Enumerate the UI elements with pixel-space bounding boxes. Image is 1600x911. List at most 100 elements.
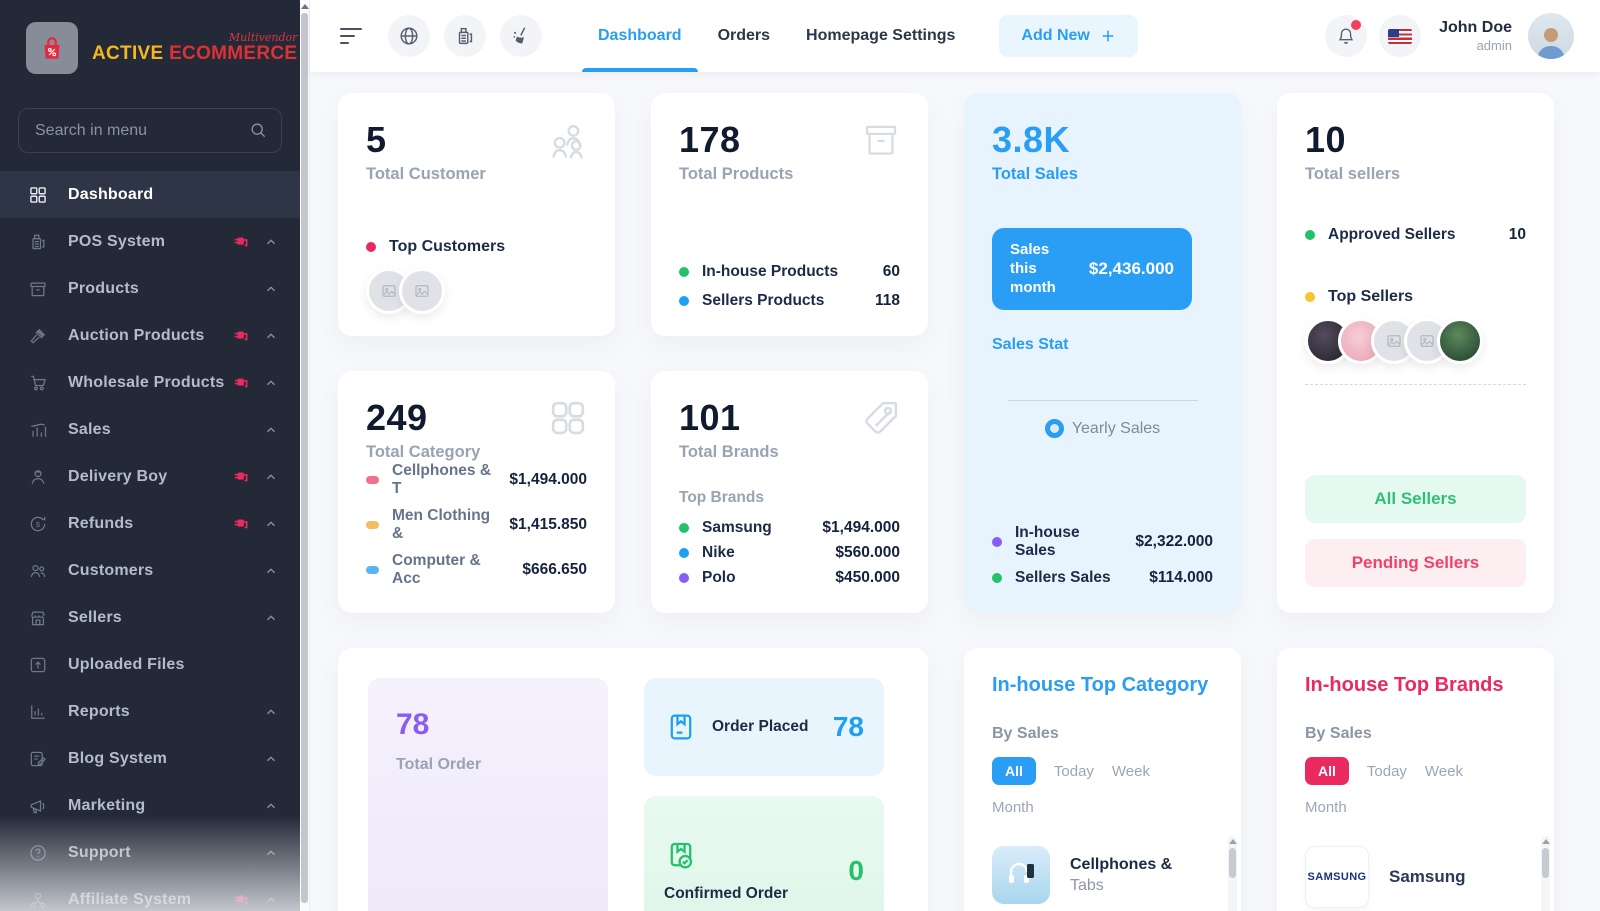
language-button[interactable] <box>1379 15 1422 57</box>
chevron-up-icon <box>264 564 278 578</box>
sidebar-item-products[interactable]: Products <box>0 265 300 312</box>
sidebar-item-refunds[interactable]: $ Refunds <box>0 500 300 547</box>
chevron-up-icon <box>264 282 278 296</box>
pos-button[interactable] <box>444 15 486 57</box>
top-sellers-label: Top Sellers <box>1328 288 1414 305</box>
sidebar-item-affiliate-system[interactable]: Affiliate System <box>0 876 300 911</box>
top-category-item[interactable]: Cellphones & Tabs <box>992 846 1213 904</box>
filter-today[interactable]: Today <box>1053 762 1094 780</box>
tab-orders[interactable]: Orders <box>717 27 771 44</box>
total-products-card: 178 Total Products In-house Products 60 … <box>651 93 928 336</box>
scrollbar-thumb[interactable] <box>1542 848 1549 878</box>
brand[interactable]: Multivendor ACTIVE ECOMMERCE <box>0 0 300 98</box>
top-customers-avatars <box>366 268 587 314</box>
sidebar-item-auction-products[interactable]: Auction Products <box>0 312 300 359</box>
sidebar-item-wholesale-products[interactable]: Wholesale Products <box>0 359 300 406</box>
sidebar-item-sellers[interactable]: Sellers <box>0 594 300 641</box>
sales-stat-link[interactable]: Sales Stat <box>992 336 1069 354</box>
chevron-up-icon <box>264 752 278 766</box>
confirmed-order-tile[interactable]: Confirmed Order 0 <box>644 796 884 911</box>
scroll-up-arrow[interactable] <box>1228 839 1237 844</box>
user-avatar[interactable] <box>1528 13 1574 59</box>
list-scrollbar[interactable] <box>1541 836 1550 911</box>
top-brands-title: In-house Top Brands <box>1305 674 1504 696</box>
customer-avatar-placeholder[interactable] <box>399 268 445 314</box>
filter-all[interactable]: All <box>1305 757 1349 785</box>
addon-plug-icon <box>232 890 252 910</box>
visit-site-button[interactable] <box>388 15 430 57</box>
user-meta: John Doe admin <box>1439 18 1512 54</box>
upload-icon <box>28 654 50 676</box>
search-icon <box>248 120 268 140</box>
filter-all[interactable]: All <box>992 757 1036 785</box>
filter-week[interactable]: Week <box>1111 762 1150 780</box>
megaphone-icon <box>28 795 50 817</box>
addon-plug-icon <box>232 514 252 534</box>
chevron-up-icon <box>264 329 278 343</box>
top-brand-item[interactable]: SAMSUNG Samsung <box>1305 846 1526 908</box>
total-brands-value: 101 <box>679 397 741 438</box>
search-input[interactable] <box>18 108 282 153</box>
legend-dot <box>679 523 689 533</box>
scroll-up-arrow[interactable] <box>1541 839 1550 844</box>
tab-dashboard[interactable]: Dashboard <box>580 0 700 72</box>
sales-this-month-chip[interactable]: Sales this month $2,436.000 <box>992 228 1192 311</box>
sidebar-item-customers[interactable]: Customers <box>0 547 300 594</box>
notifications-button[interactable] <box>1325 15 1368 57</box>
yearly-sales-radio[interactable] <box>1044 419 1064 439</box>
products-box-icon <box>28 278 50 300</box>
topbar: Dashboard Orders Homepage Settings Add N… <box>310 0 1600 72</box>
filter-week[interactable]: Week <box>1424 762 1463 780</box>
sidebar-item-uploaded-files[interactable]: Uploaded Files <box>0 641 300 688</box>
plus-icon <box>1100 28 1116 44</box>
scrollbar-thumb[interactable] <box>1229 848 1236 878</box>
user-name: John Doe <box>1439 18 1512 36</box>
total-sellers-label: Total sellers <box>1305 165 1401 183</box>
seller-avatar[interactable] <box>1437 318 1483 364</box>
delivery-boy-icon <box>28 466 50 488</box>
legend-dot <box>992 573 1002 583</box>
filter-month[interactable]: Month <box>1305 799 1347 816</box>
list-scrollbar[interactable] <box>1228 836 1237 911</box>
legend-dot <box>679 267 689 277</box>
chevron-up-icon <box>264 893 278 907</box>
by-sales-label: By Sales <box>992 725 1059 742</box>
sidebar-item-support[interactable]: Support <box>0 829 300 876</box>
sidebar-item-sales[interactable]: Sales <box>0 406 300 453</box>
svg-text:$: $ <box>36 519 41 528</box>
sidebar-item-pos-system[interactable]: POS System <box>0 218 300 265</box>
legend-row: Polo $450.000 <box>679 569 900 587</box>
sidebar-toggle-icon[interactable] <box>340 27 362 45</box>
wholesale-cart-icon <box>28 372 50 394</box>
tab-homepage-settings[interactable]: Homepage Settings <box>806 27 956 44</box>
sidebar-item-reports[interactable]: Reports <box>0 688 300 735</box>
dashboard-grid-icon <box>28 184 50 206</box>
total-customer-label: Total Customer <box>366 165 486 183</box>
scroll-up-arrow[interactable] <box>300 4 309 9</box>
sidebar-item-blog-system[interactable]: Blog System <box>0 735 300 782</box>
clear-cache-button[interactable] <box>500 15 542 57</box>
top-sellers-avatars <box>1305 318 1526 364</box>
order-placed-tile[interactable]: Order Placed 78 <box>644 678 884 776</box>
sidebar-item-dashboard[interactable]: Dashboard <box>0 171 300 218</box>
total-sales-card: 3.8K Total Sales Sales this month $2,436… <box>964 93 1241 613</box>
filter-today[interactable]: Today <box>1366 762 1407 780</box>
scrollbar-thumb[interactable] <box>301 13 308 903</box>
all-sellers-button[interactable]: All Sellers <box>1305 475 1526 523</box>
by-sales-label: By Sales <box>1305 725 1372 742</box>
chevron-up-icon <box>264 611 278 625</box>
filter-month[interactable]: Month <box>992 799 1034 816</box>
divider <box>1007 400 1198 402</box>
chevron-up-icon <box>264 235 278 249</box>
add-new-button[interactable]: Add New <box>999 15 1138 57</box>
total-category-card: 249 Total Category Cellphones & T $1,494… <box>338 371 615 613</box>
sidebar-item-marketing[interactable]: Marketing <box>0 782 300 829</box>
pending-sellers-button[interactable]: Pending Sellers <box>1305 539 1526 587</box>
sidebar-item-delivery-boy[interactable]: Delivery Boy <box>0 453 300 500</box>
legend-dot <box>366 476 379 484</box>
sidebar-scrollbar[interactable] <box>300 0 310 911</box>
user-role: admin <box>1476 37 1512 53</box>
total-customers-card: 5 Total Customer Top Customers <box>338 93 615 336</box>
brand-logo-thumbnail: SAMSUNG <box>1305 846 1369 908</box>
top-brands-subtitle: Top Brands <box>679 489 764 506</box>
